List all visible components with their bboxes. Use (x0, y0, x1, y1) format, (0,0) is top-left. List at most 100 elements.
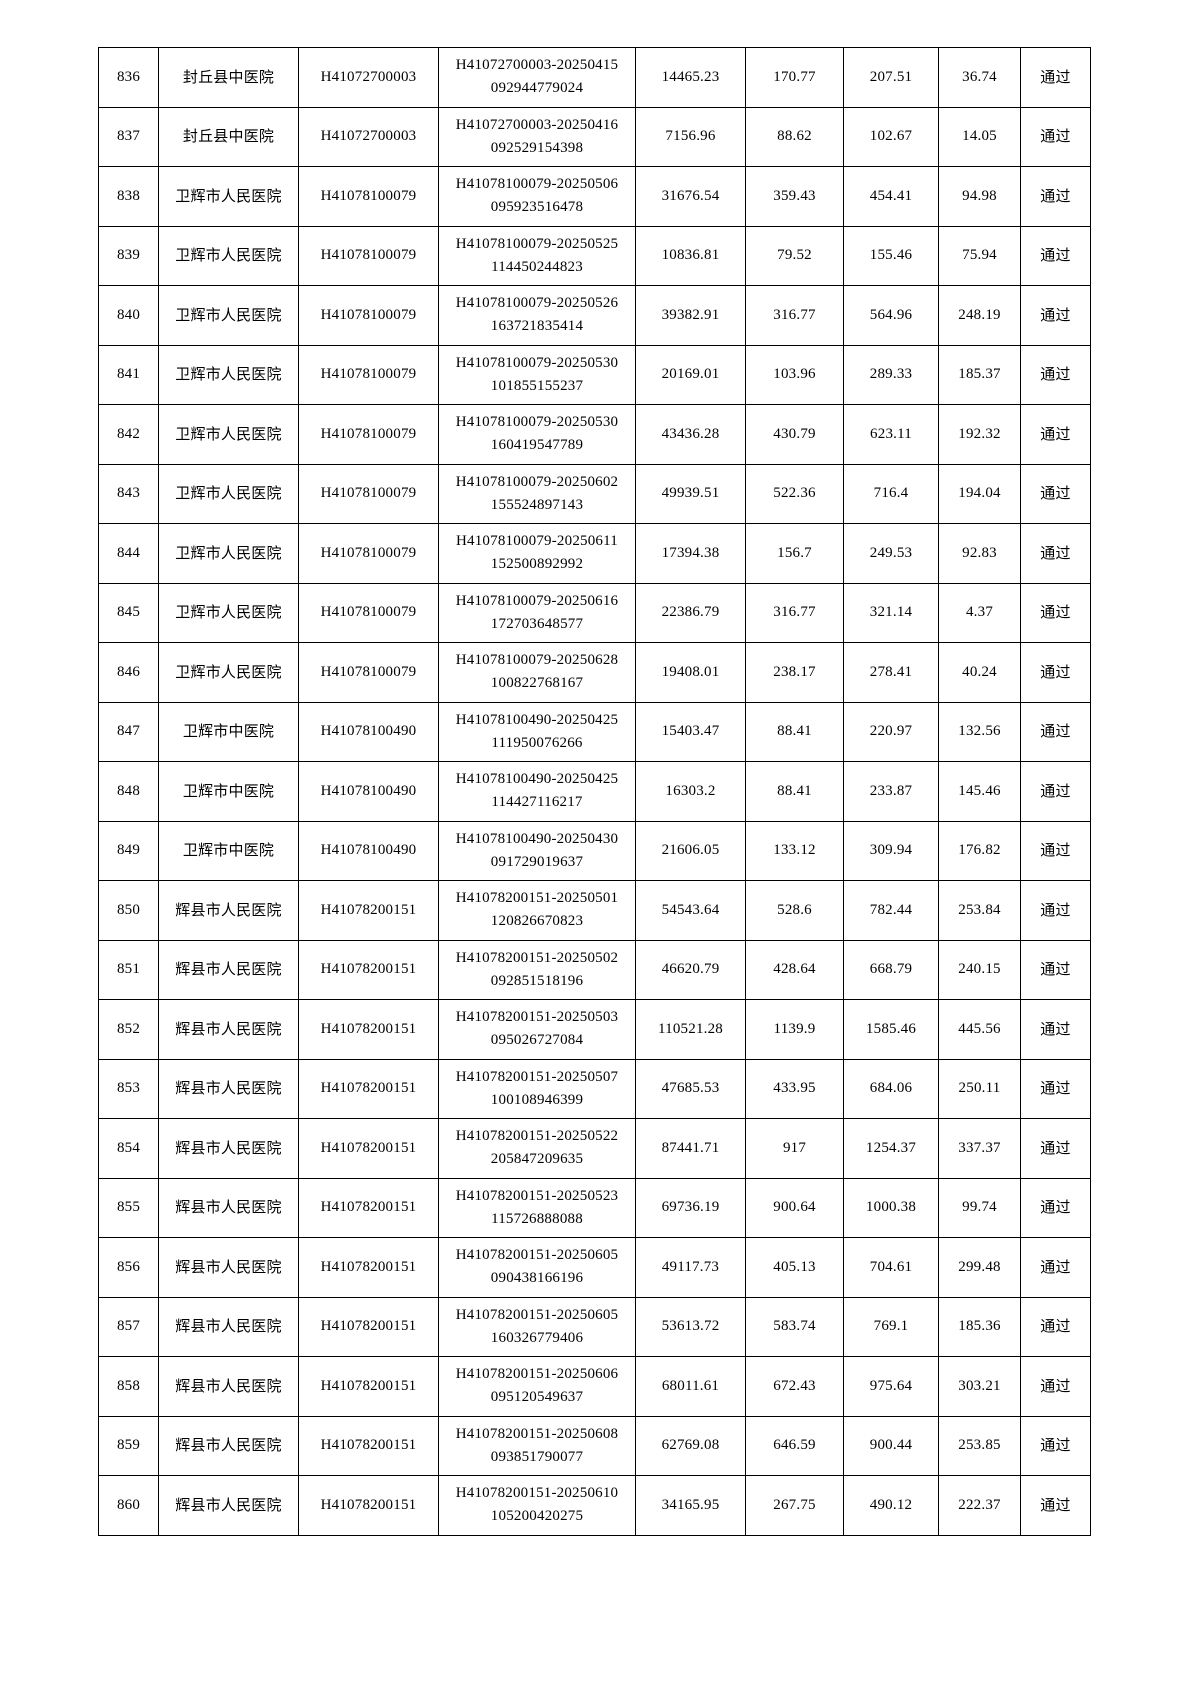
cell-value-2: 975.64 (843, 1356, 939, 1417)
table-row: 851 辉县市人民医院 H41078200151 H41078200151-20250… (98, 939, 1091, 1000)
cell-value-3: 36.74 (938, 47, 1021, 108)
cell-sequence-number: 858 (98, 1356, 159, 1417)
cell-organization-code: H41072700003 (298, 47, 439, 108)
cell-settlement-id: H41078100490-20250425 111950076266 (438, 701, 636, 762)
table-row: 839 卫辉市人民医院 H41078100079 H41078100079-20250… (98, 225, 1091, 286)
cell-value-3: 145.46 (938, 761, 1021, 822)
settlement-id-line-2: 090438166196 (490, 1270, 584, 1287)
cell-total-amount: 110521.28 (635, 999, 746, 1060)
cell-value-1: 316.77 (745, 582, 844, 643)
cell-organization-name: 辉县市人民医院 (158, 1475, 299, 1536)
cell-audit-status: 通过 (1020, 523, 1091, 584)
settlement-id-line-1: H41072700003-20250415 (455, 57, 619, 73)
cell-total-amount: 31676.54 (635, 166, 746, 227)
cell-organization-name: 封丘县中医院 (158, 47, 299, 108)
cell-value-2: 684.06 (843, 1058, 939, 1119)
settlement-id-line-2: 095026727084 (490, 1032, 584, 1049)
table-row: 852 辉县市人民医院 H41078200151 H41078200151-20250… (98, 999, 1091, 1060)
cell-value-3: 14.05 (938, 106, 1021, 167)
cell-sequence-number: 860 (98, 1475, 159, 1536)
cell-settlement-id: H41078100079-20250530 160419547789 (438, 404, 636, 465)
cell-sequence-number: 855 (98, 1177, 159, 1238)
cell-total-amount: 43436.28 (635, 404, 746, 465)
cell-total-amount: 87441.71 (635, 1118, 746, 1179)
cell-sequence-number: 843 (98, 463, 159, 524)
settlement-id-line-2: 163721835414 (490, 318, 584, 335)
cell-settlement-id: H41078100079-20250530 101855155237 (438, 344, 636, 405)
cell-organization-name: 卫辉市人民医院 (158, 285, 299, 346)
cell-organization-code: H41078100490 (298, 701, 439, 762)
settlement-id-line-2: 093851790077 (490, 1448, 584, 1465)
cell-value-3: 250.11 (938, 1058, 1021, 1119)
cell-sequence-number: 856 (98, 1237, 159, 1298)
cell-settlement-id: H41078200151-20250606 095120549637 (438, 1356, 636, 1417)
cell-value-2: 668.79 (843, 939, 939, 1000)
cell-value-1: 79.52 (745, 225, 844, 286)
cell-settlement-id: H41078200151-20250507 100108946399 (438, 1058, 636, 1119)
cell-value-1: 522.36 (745, 463, 844, 524)
cell-audit-status: 通过 (1020, 1118, 1091, 1179)
cell-value-3: 303.21 (938, 1356, 1021, 1417)
cell-value-1: 433.95 (745, 1058, 844, 1119)
cell-value-2: 278.41 (843, 642, 939, 703)
cell-organization-code: H41078200151 (298, 1296, 439, 1357)
cell-settlement-id: H41078200151-20250608 093851790077 (438, 1415, 636, 1476)
cell-value-2: 454.41 (843, 166, 939, 227)
cell-organization-code: H41078200151 (298, 1237, 439, 1298)
cell-value-1: 917 (745, 1118, 844, 1179)
cell-value-2: 704.61 (843, 1237, 939, 1298)
cell-value-1: 1139.9 (745, 999, 844, 1060)
cell-audit-status: 通过 (1020, 166, 1091, 227)
cell-value-3: 240.15 (938, 939, 1021, 1000)
cell-value-3: 132.56 (938, 701, 1021, 762)
cell-value-2: 220.97 (843, 701, 939, 762)
cell-value-1: 88.41 (745, 701, 844, 762)
settlement-id-line-1: H41078100079-20250530 (455, 414, 619, 430)
cell-value-1: 238.17 (745, 642, 844, 703)
cell-organization-code: H41078100079 (298, 404, 439, 465)
table-row: 859 辉县市人民医院 H41078200151 H41078200151-20250… (98, 1415, 1091, 1476)
cell-organization-code: H41078100079 (298, 166, 439, 227)
cell-sequence-number: 854 (98, 1118, 159, 1179)
settlement-id-line-1: H41078100079-20250526 (455, 295, 619, 311)
cell-value-1: 528.6 (745, 880, 844, 941)
settlement-id-line-2: 092529154398 (490, 139, 584, 156)
cell-settlement-id: H41078100079-20250506 095923516478 (438, 166, 636, 227)
cell-value-1: 672.43 (745, 1356, 844, 1417)
cell-value-2: 249.53 (843, 523, 939, 584)
table-row: 838 卫辉市人民医院 H41078100079 H41078100079-20250… (98, 166, 1091, 227)
settlement-id-line-2: 172703648577 (490, 615, 584, 632)
cell-organization-name: 卫辉市人民医院 (158, 642, 299, 703)
cell-audit-status: 通过 (1020, 344, 1091, 405)
table-row: 853 辉县市人民医院 H41078200151 H41078200151-20250… (98, 1058, 1091, 1119)
cell-organization-name: 辉县市人民医院 (158, 1237, 299, 1298)
table-row: 842 卫辉市人民医院 H41078100079 H41078100079-20250… (98, 404, 1091, 465)
cell-sequence-number: 841 (98, 344, 159, 405)
cell-settlement-id: H41078100079-20250525 114450244823 (438, 225, 636, 286)
cell-total-amount: 17394.38 (635, 523, 746, 584)
cell-audit-status: 通过 (1020, 761, 1091, 822)
table-row: 850 辉县市人民医院 H41078200151 H41078200151-20250… (98, 880, 1091, 941)
settlement-id-line-1: H41078200151-20250610 (455, 1485, 619, 1501)
cell-audit-status: 通过 (1020, 1177, 1091, 1238)
cell-sequence-number: 851 (98, 939, 159, 1000)
cell-value-3: 4.37 (938, 582, 1021, 643)
cell-organization-name: 辉县市人民医院 (158, 1118, 299, 1179)
table-row: 846 卫辉市人民医院 H41078100079 H41078100079-20250… (98, 642, 1091, 703)
cell-audit-status: 通过 (1020, 642, 1091, 703)
settlement-id-line-2: 111950076266 (491, 734, 583, 751)
cell-audit-status: 通过 (1020, 404, 1091, 465)
cell-value-2: 207.51 (843, 47, 939, 108)
settlement-id-line-2: 160419547789 (490, 437, 584, 454)
settlement-id-line-1: H41078200151-20250502 (455, 949, 619, 966)
cell-organization-code: H41078200151 (298, 939, 439, 1000)
settlement-id-line-2: 115726888088 (491, 1210, 583, 1227)
settlement-id-line-1: H41078200151-20250605 (455, 1306, 619, 1323)
cell-organization-name: 卫辉市中医院 (158, 701, 299, 762)
cell-value-3: 194.04 (938, 463, 1021, 524)
cell-organization-name: 卫辉市人民医院 (158, 166, 299, 227)
cell-value-3: 248.19 (938, 285, 1021, 346)
cell-value-2: 490.12 (843, 1475, 939, 1536)
cell-value-3: 299.48 (938, 1237, 1021, 1298)
cell-value-1: 428.64 (745, 939, 844, 1000)
